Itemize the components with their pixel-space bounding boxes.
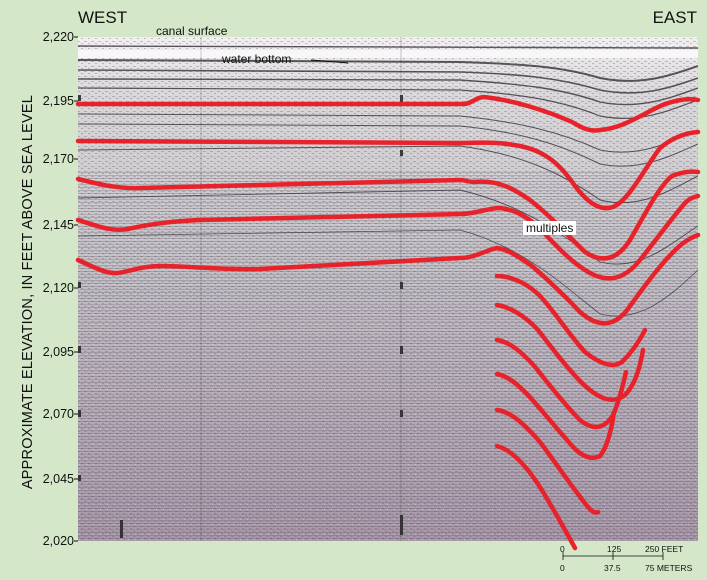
scale-feet-125: 125 (607, 544, 622, 554)
east-label: EAST (652, 8, 697, 27)
y-tick-label: 2,220 (42, 30, 74, 44)
multiples-label: multiples (523, 221, 577, 235)
multiple-line (494, 443, 578, 551)
y-tick-label: 2,095 (42, 345, 74, 359)
y-tick-label: 2,170 (42, 152, 74, 166)
west-label: WEST (78, 8, 128, 27)
y-tick-label: 2,020 (42, 534, 74, 548)
scale-meters-75: 75 METERS (645, 563, 693, 573)
water-bottom-label: water bottom (222, 52, 292, 66)
y-tick-label: 2,145 (42, 218, 74, 232)
y-tick-label: 2,045 (42, 472, 74, 486)
water-bottom-leader (310, 59, 349, 64)
multiple-line (494, 273, 648, 367)
y-axis-tick-marks (74, 36, 78, 542)
y-tick-label: 2,120 (42, 281, 74, 295)
multiple-line (494, 407, 601, 515)
horizon-line (75, 232, 701, 326)
multiple-line (494, 337, 629, 430)
multiple-line (494, 302, 646, 402)
multiple-line (494, 371, 617, 460)
y-tick-label: 2,070 (42, 407, 74, 421)
seismic-background (78, 37, 698, 541)
horizon-line (75, 129, 701, 211)
canal-surface-label: canal surface (156, 24, 228, 38)
scale-feet-0: 0 (560, 544, 565, 554)
scale-meters-0: 0 (560, 563, 565, 573)
horizon-line (75, 94, 701, 133)
scale-bar (562, 552, 664, 560)
scale-meters-37: 37.5 (604, 563, 621, 573)
y-tick-label: 2,195 (42, 94, 74, 108)
scale-feet-250: 250 FEET (645, 544, 684, 554)
